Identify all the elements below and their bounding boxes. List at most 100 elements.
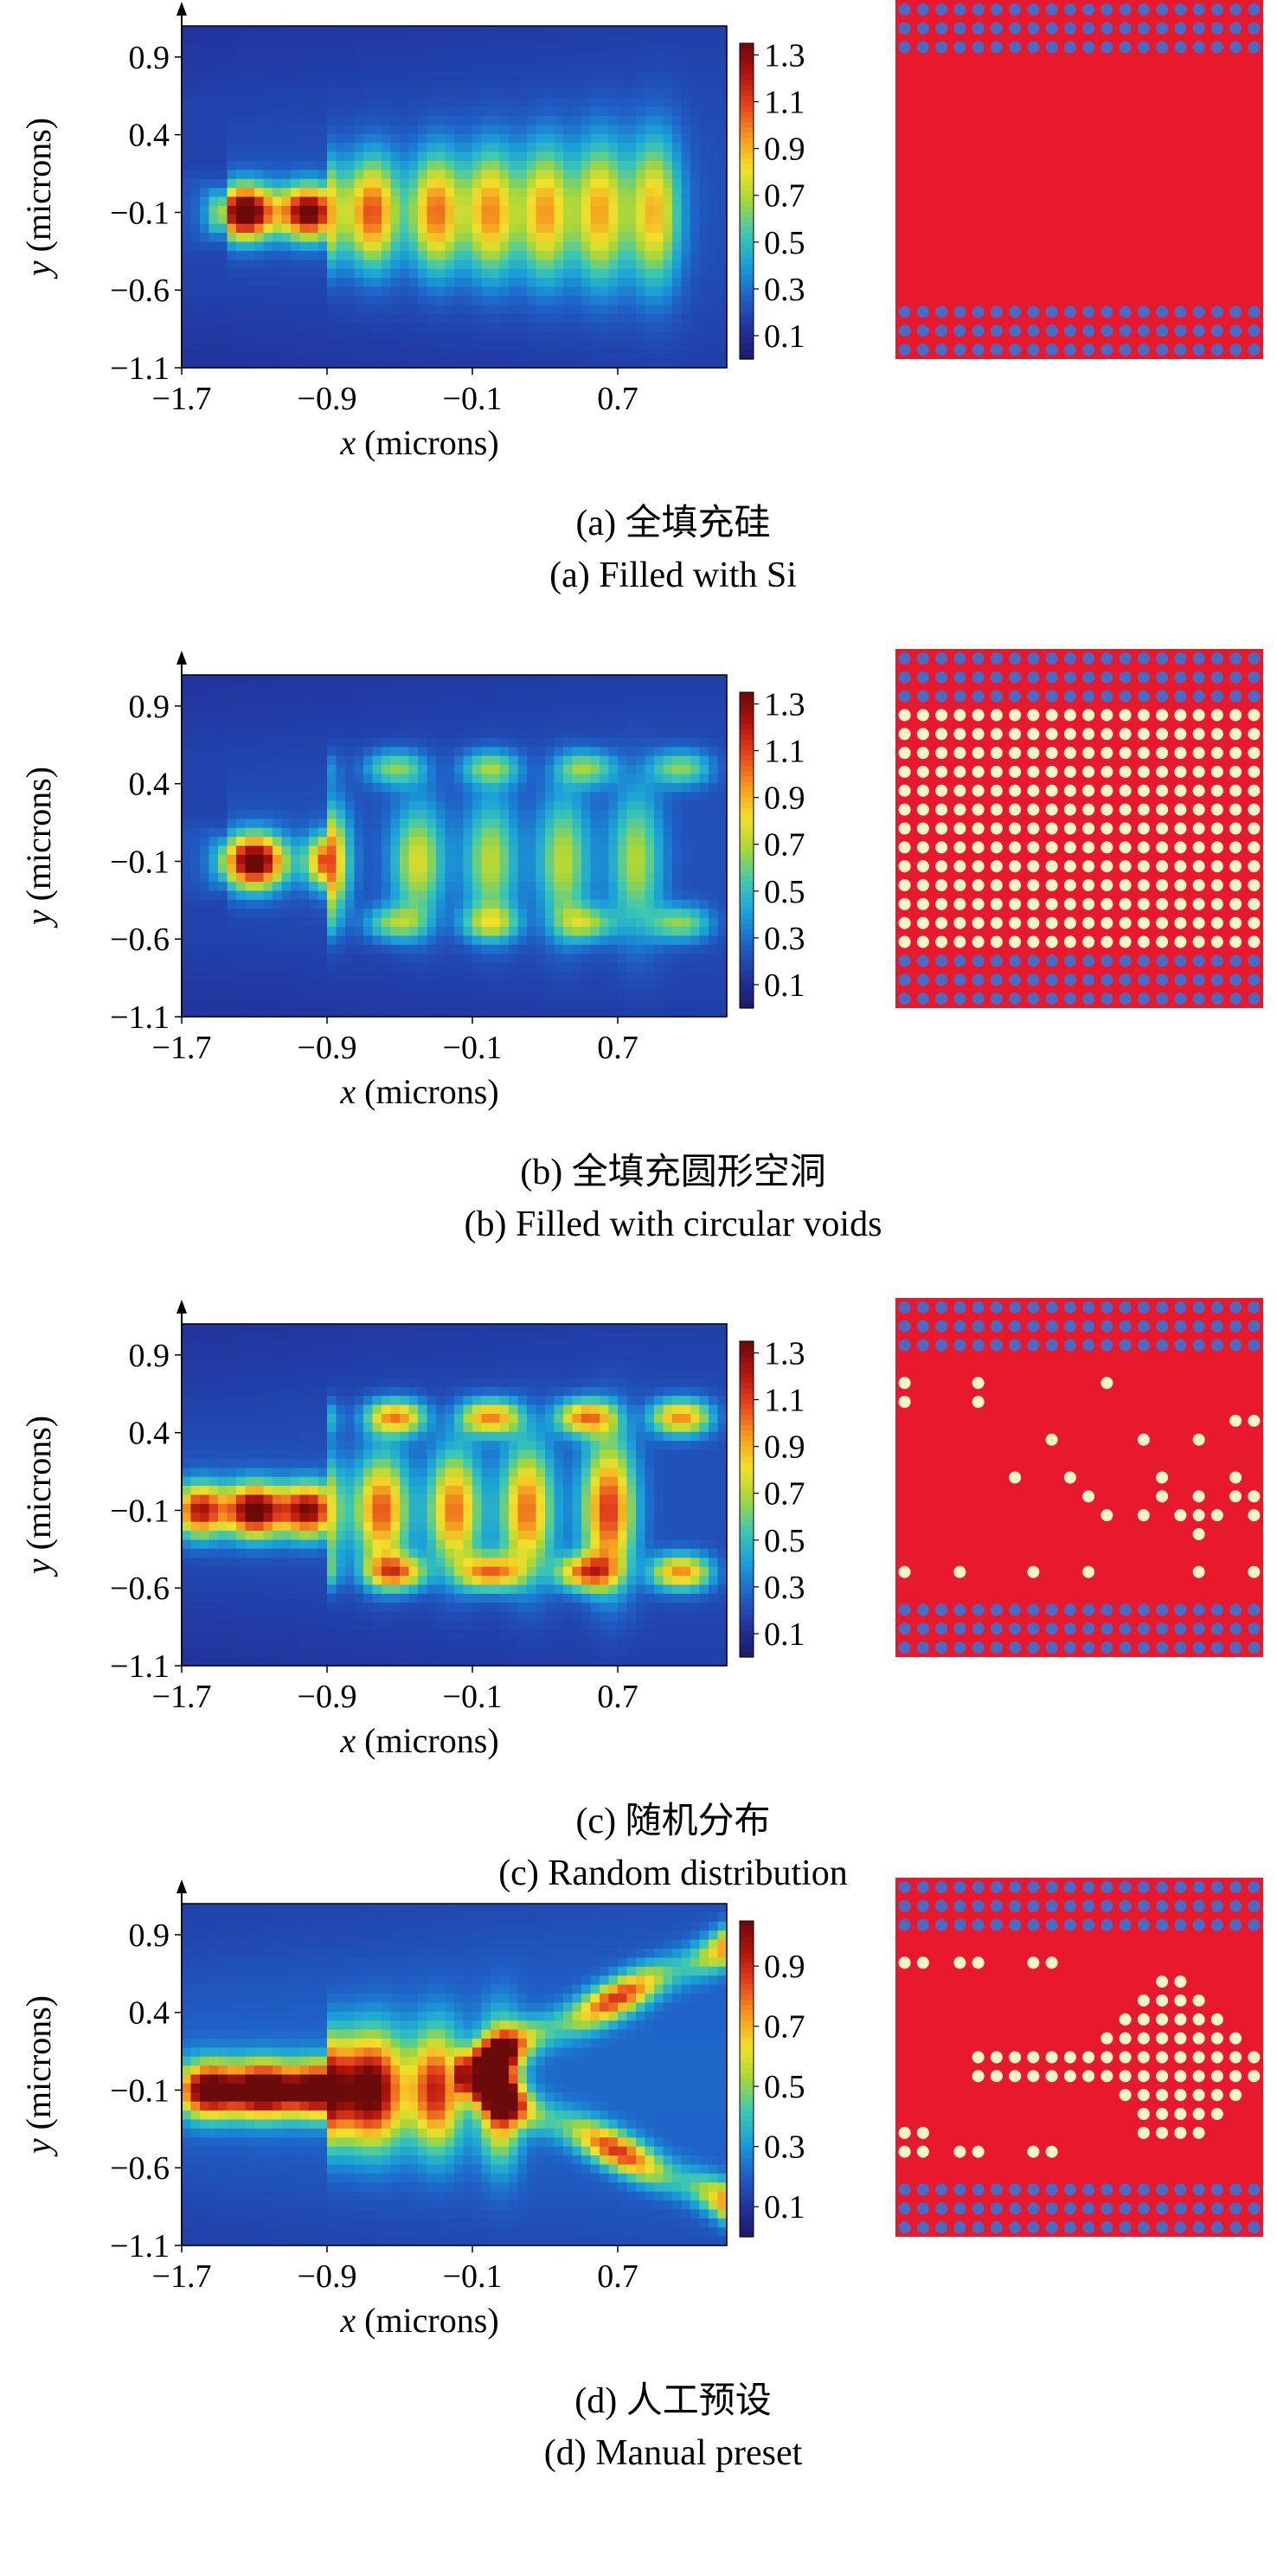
field-cell: [699, 774, 709, 784]
field-cell: [717, 809, 728, 819]
field-cell: [454, 278, 465, 288]
field-cell: [663, 313, 673, 324]
field-cell: [390, 792, 401, 802]
field-cell: [663, 160, 673, 170]
field-cell: [281, 323, 292, 333]
field-cell: [681, 250, 691, 260]
field-cell: [491, 70, 501, 80]
field-cell: [209, 133, 219, 144]
field-cell: [218, 233, 228, 243]
field-cell: [681, 684, 691, 694]
field-cell: [563, 358, 574, 369]
field-cell: [454, 70, 465, 80]
field-cell: [590, 864, 600, 874]
field-cell: [309, 909, 319, 919]
field-cell: [645, 684, 655, 694]
field-cell: [427, 250, 437, 260]
field-cell: [345, 954, 356, 964]
field-cell: [190, 151, 201, 162]
field-cell: [509, 331, 519, 342]
field-cell: [363, 890, 374, 901]
field-cell: [299, 909, 310, 919]
field-cell: [427, 800, 437, 811]
field-cell: [418, 854, 428, 864]
field-cell: [608, 35, 619, 45]
field-cell: [273, 278, 283, 288]
field-cell: [663, 792, 673, 802]
field-cell: [454, 88, 465, 99]
field-cell: [481, 944, 491, 954]
field-cell: [200, 178, 210, 189]
field-cell: [527, 295, 537, 305]
field-cell: [299, 917, 310, 928]
field-cell: [517, 962, 528, 973]
field-cell: [291, 205, 301, 215]
field-cell: [463, 809, 473, 819]
field-cell: [227, 170, 237, 180]
field-cell: [309, 954, 319, 964]
field-cell: [709, 890, 719, 901]
field-cell: [509, 837, 519, 847]
field-cell: [690, 305, 701, 315]
field-cell: [400, 792, 410, 802]
field-cell: [618, 909, 628, 919]
field-cell: [699, 215, 709, 225]
field-cell: [663, 133, 673, 144]
field-cell: [227, 827, 237, 838]
field-cell: [509, 764, 519, 774]
field-cell: [572, 223, 582, 234]
field-cell: [263, 684, 273, 694]
field-cell: [182, 323, 192, 333]
air-void: [935, 747, 948, 760]
field-cell: [382, 747, 392, 757]
field-cell: [636, 241, 646, 252]
field-cell: [517, 160, 528, 170]
field-cell: [209, 53, 219, 63]
field-cell: [690, 26, 701, 35]
colorbar-segment: [740, 343, 754, 350]
field-cell: [281, 133, 292, 144]
field-cell: [281, 890, 292, 901]
colorbar-segment: [740, 692, 754, 698]
field-cell: [408, 774, 419, 784]
field-cell: [618, 178, 628, 189]
field-cell: [690, 223, 701, 234]
field-cell: [254, 98, 265, 108]
field-cell: [372, 755, 382, 766]
field-cell: [218, 260, 228, 270]
field-cell: [263, 143, 273, 153]
field-cell: [227, 340, 237, 350]
field-cell: [190, 675, 201, 684]
field-cell: [427, 764, 437, 774]
field-cell: [527, 53, 537, 63]
colorbar-segment: [740, 761, 754, 767]
field-cell: [527, 845, 537, 856]
field-cell: [672, 260, 683, 270]
cladding-hole: [1229, 41, 1242, 54]
field-cell: [336, 935, 346, 946]
field-cell: [227, 178, 237, 189]
field-cell: [218, 692, 228, 703]
field-cell: [227, 800, 237, 811]
field-cell: [263, 837, 273, 847]
cladding-hole: [990, 690, 1003, 703]
field-cell: [672, 845, 683, 856]
field-cell: [681, 61, 691, 72]
field-cell: [654, 854, 664, 864]
field-cell: [182, 872, 192, 883]
field-cell: [527, 909, 537, 919]
field-cell: [690, 980, 701, 991]
colorbar-segment: [740, 776, 754, 783]
cladding-hole: [990, 22, 1003, 35]
field-cell: [281, 358, 292, 369]
field-cell: [618, 827, 628, 838]
field-cell: [509, 774, 519, 784]
field-cell: [299, 151, 310, 162]
field-cell: [699, 935, 709, 946]
field-cell: [400, 864, 410, 874]
field-cell: [663, 305, 673, 315]
field-cell: [681, 819, 691, 829]
field-cell: [563, 782, 574, 793]
field-cell: [227, 710, 237, 721]
cladding-hole: [1027, 41, 1040, 54]
